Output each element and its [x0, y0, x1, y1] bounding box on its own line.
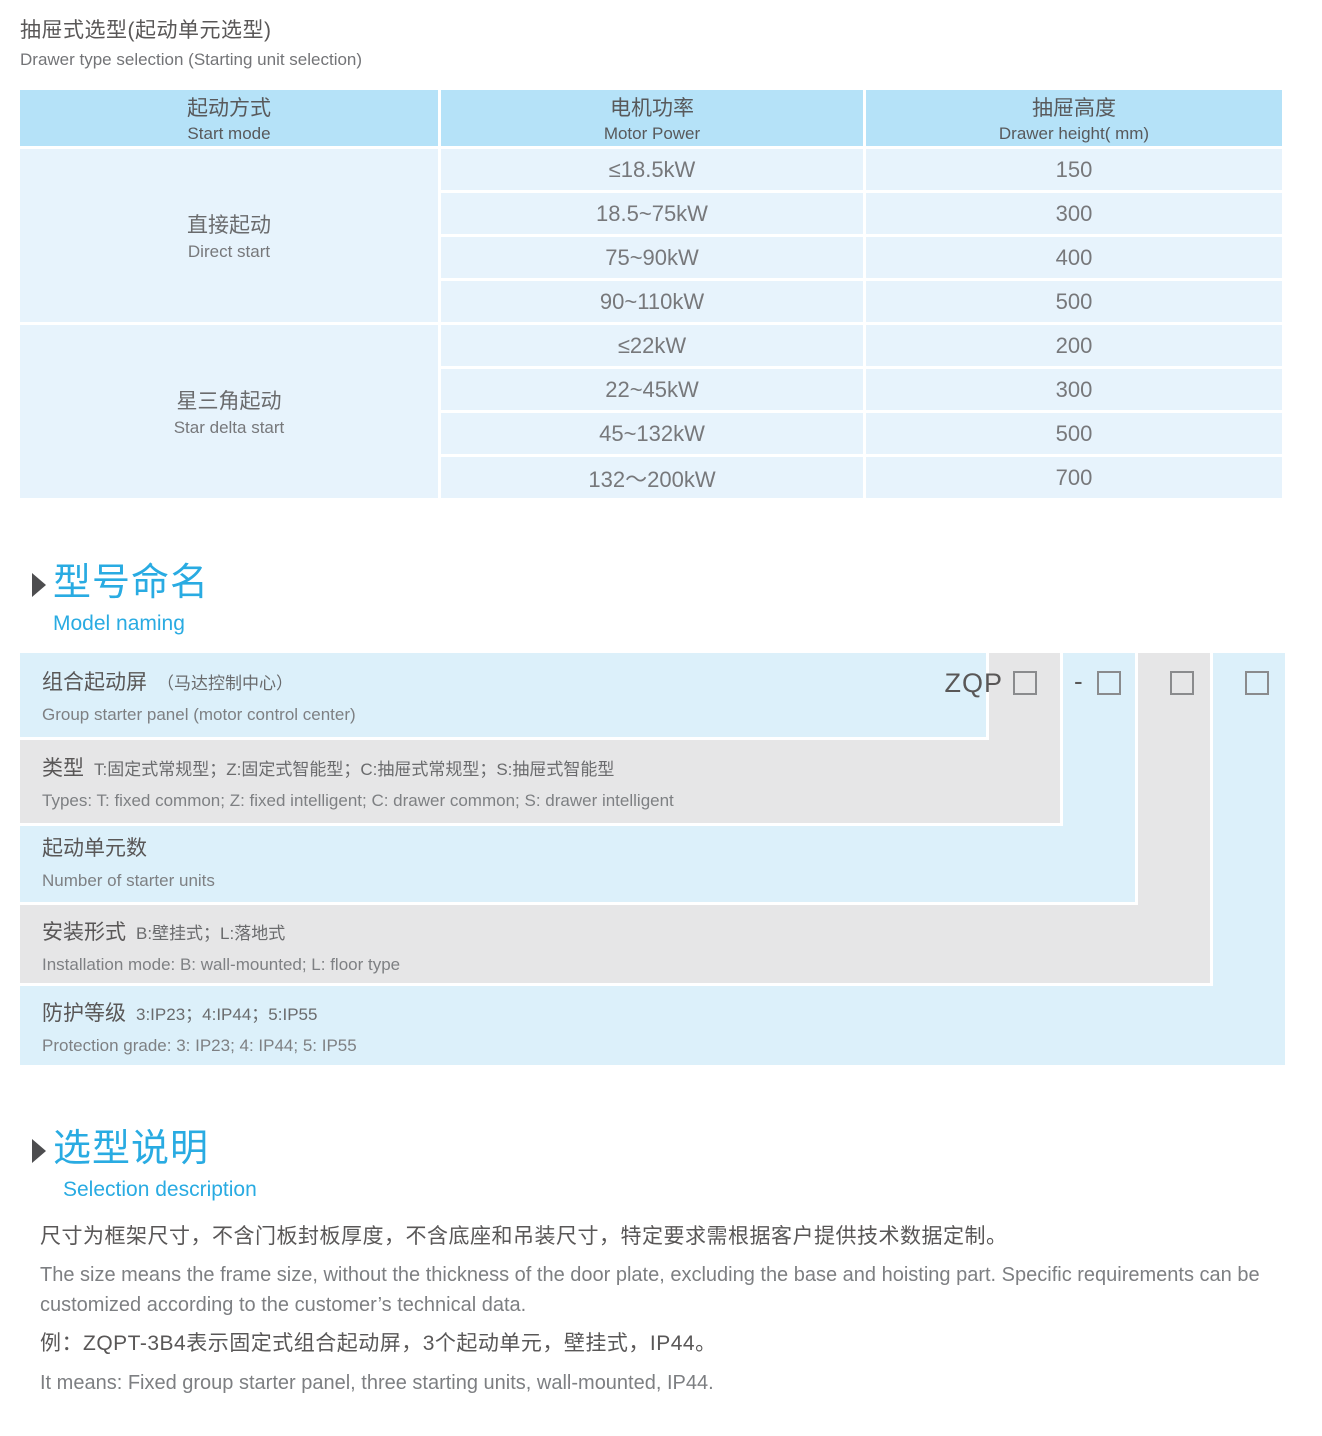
naming-band-starter-units: 起动单元数 Number of starter units	[42, 832, 215, 891]
section-title-en: Selection description	[63, 1177, 257, 1201]
description-paragraph-zh: 例：ZQPT-3B4表示固定式组合起动屏，3个起动单元，壁挂式，IP44。	[40, 1332, 717, 1356]
naming-step-group-starter-panel	[20, 652, 989, 740]
col-header-drawer-height: 抽屉高度 Drawer height( mm)	[866, 90, 1282, 146]
description-paragraph-en: It means: Fixed group starter panel, thr…	[40, 1371, 714, 1394]
table-row: 75~90kW 400	[20, 237, 1282, 278]
power-cell: ≤22kW	[441, 325, 863, 366]
height-cell: 300	[866, 369, 1282, 410]
page-title-zh: 抽屉式选型(起动单元选型)	[20, 19, 272, 42]
band-label-zh: 防护等级	[42, 1001, 126, 1025]
band-desc-zh: （马达控制中心）	[157, 673, 293, 693]
band-label-en: Installation mode: B: wall-mounted; L: f…	[42, 954, 401, 974]
group-cell-star-delta-start: 星三角起动 Star delta start	[20, 325, 438, 498]
code-box-icon	[1097, 670, 1121, 695]
col-header-start-mode-zh: 起动方式	[187, 97, 271, 120]
table-row: 直接起动 Direct start ≤18.5kW 150	[20, 149, 1282, 322]
power-cell: ≤18.5kW	[441, 149, 863, 190]
height-cell: 300	[866, 193, 1282, 234]
power-cell: 75~90kW	[441, 237, 863, 278]
band-desc-zh: T:固定式常规型；Z:固定式智能型；C:抽屉式常规型；S:抽屉式智能型	[94, 759, 615, 779]
power-cell: 45~132kW	[441, 413, 863, 454]
section-title-zh: 型号命名	[53, 562, 210, 604]
table-row: 18.5~75kW 300	[20, 193, 1282, 234]
band-desc-zh: B:壁挂式；L:落地式	[136, 923, 286, 943]
col-header-start-mode-en: Start mode	[187, 124, 271, 143]
col-header-motor-power-en: Motor Power	[603, 124, 701, 143]
doc-header: 抽屉式选型(起动单元选型) Drawer type selection (Sta…	[20, 14, 1288, 70]
power-cell: 132～200kW	[441, 457, 863, 498]
band-desc-zh: 3:IP23；4:IP44；5:IP55	[136, 1004, 318, 1024]
table-row: 90~110kW 500	[20, 281, 1282, 322]
band-label-zh: 起动单元数	[42, 836, 147, 860]
height-cell: 500	[866, 413, 1282, 454]
power-cell: 18.5~75kW	[441, 193, 863, 234]
group-label-en: Direct start	[187, 242, 271, 261]
catalog-page: 抽屉式选型(起动单元选型) Drawer type selection (Sta…	[17, 14, 1288, 1398]
group-label-zh: 星三角起动	[176, 390, 282, 413]
height-cell: 400	[866, 237, 1282, 278]
band-label-zh: 安装形式	[42, 920, 126, 944]
col-header-drawer-height-en: Drawer height( mm)	[998, 124, 1150, 143]
code-box-icon	[1245, 670, 1269, 695]
model-code-prefix: ZQP	[944, 667, 1003, 698]
code-box-icon	[1170, 670, 1194, 695]
selection-description-body: 尺寸为框架尺寸，不含门板封板厚度，不含底座和吊装尺寸，特定要求需根据客户提供技术…	[20, 1221, 1276, 1398]
section-title-en: Model naming	[53, 611, 185, 635]
height-cell: 150	[866, 149, 1282, 190]
height-cell: 700	[866, 457, 1282, 498]
group-cell-direct-start: 直接起动 Direct start	[20, 149, 438, 322]
triangle-right-icon	[32, 573, 46, 597]
col-header-motor-power: 电机功率 Motor Power	[441, 90, 863, 146]
table-row: 45~132kW 500	[20, 413, 1282, 454]
naming-band-protection-grade: 防护等级 3:IP23；4:IP44；5:IP55 Protection grad…	[42, 997, 357, 1056]
table-header: 起动方式 Start mode 电机功率 Motor Power 抽屉高度 Dr…	[20, 90, 1282, 146]
band-label-en: Number of starter units	[42, 870, 215, 890]
table-row: 132～200kW 700	[20, 457, 1282, 498]
col-header-start-mode: 起动方式 Start mode	[20, 90, 438, 146]
band-label-zh: 组合起动屏	[42, 670, 147, 694]
section-title-zh: 选型说明	[53, 1127, 210, 1170]
table-row: 星三角起动 Star delta start ≤22kW 200	[20, 325, 1282, 498]
band-label-en: Protection grade: 3: IP23; 4: IP44; 5: I…	[42, 1035, 357, 1055]
section-model-naming-heading: 型号命名 Model naming	[20, 562, 1288, 636]
group-label-zh: 直接起动	[187, 214, 271, 237]
naming-band-type: 类型 T:固定式常规型；Z:固定式智能型；C:抽屉式常规型；S:抽屉式智能型 Ty…	[42, 752, 674, 811]
section-selection-description-heading: 选型说明 Selection description	[20, 1127, 1288, 1202]
height-cell: 200	[866, 325, 1282, 366]
code-box-icon	[1013, 670, 1037, 695]
page-title-en: Drawer type selection (Starting unit sel…	[20, 50, 363, 69]
group-label-en: Star delta start	[173, 418, 285, 437]
model-naming-diagram: ZQP - 组合起动屏 （马达控制中心） Group starter panel …	[20, 652, 1288, 1068]
col-header-motor-power-zh: 电机功率	[610, 97, 694, 120]
power-cell: 90~110kW	[441, 281, 863, 322]
naming-band-installation-mode: 安装形式 B:壁挂式；L:落地式 Installation mode: B: wa…	[42, 916, 400, 975]
band-label-zh: 类型	[42, 756, 84, 780]
naming-band-group-starter-panel: 组合起动屏 （马达控制中心） Group starter panel (motor…	[42, 666, 356, 725]
selection-table: 起动方式 Start mode 电机功率 Motor Power 抽屉高度 Dr…	[17, 87, 1285, 501]
table-row: 22~45kW 300	[20, 369, 1282, 410]
description-paragraph-zh: 尺寸为框架尺寸，不含门板封板厚度，不含底座和吊装尺寸，特定要求需根据客户提供技术…	[40, 1224, 1008, 1248]
power-cell: 22~45kW	[441, 369, 863, 410]
band-label-en: Group starter panel (motor control cente…	[42, 704, 356, 724]
model-code-separator: -	[1074, 665, 1083, 696]
band-label-en: Types: T: fixed common; Z: fixed intelli…	[42, 790, 674, 810]
triangle-right-icon	[32, 1138, 46, 1163]
description-paragraph-en: The size means the frame size, without t…	[40, 1264, 1260, 1317]
col-header-drawer-height-zh: 抽屉高度	[1032, 97, 1116, 120]
height-cell: 500	[866, 281, 1282, 322]
